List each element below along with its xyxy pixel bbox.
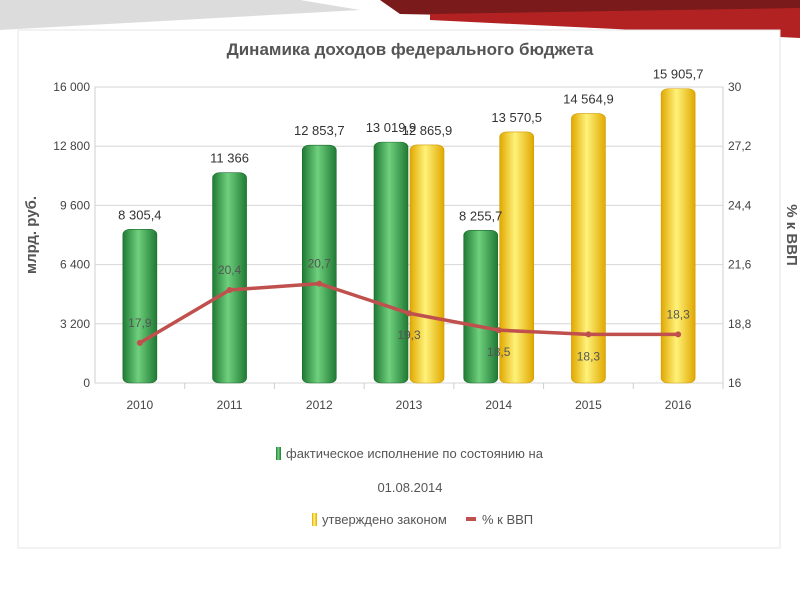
bar-value-label: 8 305,4 bbox=[118, 207, 161, 222]
x-tick-label: 2010 bbox=[127, 398, 154, 412]
gdp-share-label: 17,9 bbox=[128, 316, 152, 330]
y-tick-label: 0 bbox=[83, 376, 90, 390]
gdp-share-point bbox=[675, 331, 682, 338]
bar-value-label: 14 564,9 bbox=[563, 92, 614, 107]
bar-value-label: 15 905,7 bbox=[653, 67, 704, 82]
bar-actual bbox=[122, 229, 158, 384]
y-tick-label: 16 000 bbox=[53, 80, 90, 94]
y2-tick-label: 16 bbox=[728, 376, 742, 390]
x-tick-label: 2013 bbox=[396, 398, 423, 412]
gdp-share-point bbox=[585, 331, 592, 338]
legend-label-actual: фактическое исполнение по состоянию на bbox=[286, 446, 544, 461]
banner-light bbox=[0, 0, 360, 30]
bar-value-label: 12 853,7 bbox=[294, 123, 345, 138]
chart-title: Динамика доходов федерального бюджета bbox=[227, 40, 594, 59]
y-tick-label: 6 400 bbox=[60, 258, 90, 272]
bar-value-label: 12 865,9 bbox=[402, 123, 453, 138]
data-labels: 8 305,4 11 366 12 853,7 13 019,912 865,9 8 2… bbox=[118, 67, 703, 364]
x-tick-label: 2014 bbox=[485, 398, 512, 412]
bar-value-label: 8 255,7 bbox=[459, 208, 502, 223]
y-axis-left: 0 3 200 6 400 9 600 12 800 16 000 bbox=[53, 80, 90, 390]
legend-swatch-approved bbox=[312, 513, 317, 526]
gridlines bbox=[94, 86, 724, 384]
bar-actual bbox=[212, 172, 247, 384]
legend-label-approved: утверждено законом bbox=[322, 512, 447, 527]
bar-value-label: 13 570,5 bbox=[491, 110, 542, 125]
gdp-share-point bbox=[406, 310, 412, 317]
y2-tick-label: 30 bbox=[728, 80, 742, 94]
bar-value-label: 13 019,9 bbox=[366, 120, 417, 135]
y-axis-label: млрд. руб. bbox=[23, 196, 40, 274]
gdp-share-point bbox=[495, 327, 502, 334]
y2-axis-label: % к ВВП bbox=[783, 204, 800, 266]
bars bbox=[122, 88, 696, 384]
gdp-share-label: 20,7 bbox=[308, 257, 332, 271]
bar-actual bbox=[301, 144, 337, 384]
gdp-share-label: 18,3 bbox=[577, 349, 601, 363]
y2-tick-label: 21,6 bbox=[728, 258, 752, 272]
x-axis: 2010 2011 2012 2013 2014 2015 2016 bbox=[127, 383, 724, 412]
y-tick-label: 9 600 bbox=[60, 198, 90, 212]
legend-swatch-actual bbox=[276, 447, 281, 460]
x-tick-label: 2015 bbox=[575, 398, 602, 412]
x-tick-label: 2016 bbox=[665, 398, 692, 412]
legend: фактическое исполнение по состоянию на 0… bbox=[276, 446, 544, 527]
y2-tick-label: 24,4 bbox=[728, 198, 752, 212]
x-tick-label: 2012 bbox=[306, 398, 333, 412]
y-tick-label: 3 200 bbox=[60, 317, 90, 331]
y-tick-label: 12 800 bbox=[53, 139, 90, 153]
y2-tick-label: 18,8 bbox=[728, 317, 752, 331]
gdp-share-label: 20,4 bbox=[218, 263, 242, 277]
bar-value-label: 11 366 bbox=[210, 151, 249, 166]
gdp-share-point bbox=[136, 339, 143, 346]
gdp-share-label: 18,5 bbox=[487, 345, 511, 359]
bar-approved bbox=[409, 144, 445, 384]
legend-label-gdp: % к ВВП bbox=[482, 512, 533, 527]
x-tick-label: 2011 bbox=[217, 398, 243, 412]
bar-actual bbox=[373, 141, 409, 384]
y2-tick-label: 27,2 bbox=[728, 139, 752, 153]
y-axis-right: 16 18,8 21,6 24,4 27,2 30 bbox=[728, 80, 752, 390]
bar-actual bbox=[463, 229, 499, 384]
legend-label-actual-cont: 01.08.2014 bbox=[377, 480, 442, 495]
gdp-share-label: 19,3 bbox=[397, 328, 421, 342]
gdp-share-point bbox=[316, 280, 323, 287]
gdp-share-point bbox=[226, 286, 233, 293]
gdp-share-line bbox=[136, 280, 682, 346]
bar-approved bbox=[499, 131, 535, 384]
bar-approved bbox=[571, 113, 606, 384]
bar-approved bbox=[660, 88, 696, 384]
gdp-share-label: 18,3 bbox=[666, 307, 690, 321]
